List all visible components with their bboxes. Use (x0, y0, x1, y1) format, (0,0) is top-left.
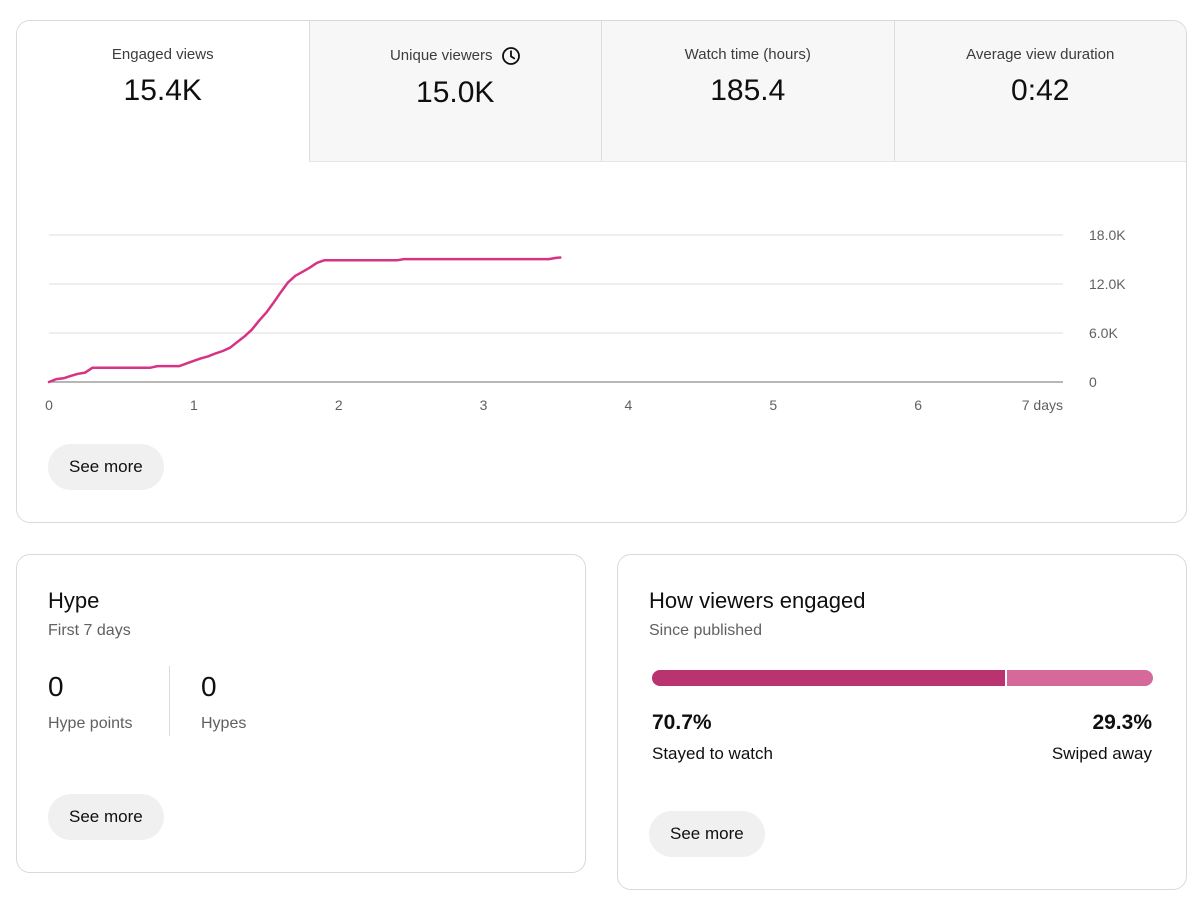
engagement-card: How viewers engaged Since published 70.7… (617, 554, 1187, 890)
x-tick-label: 1 (190, 397, 198, 413)
x-tick-label: 5 (769, 397, 777, 413)
metric-label: Average view duration (966, 46, 1114, 64)
tab-engaged-views[interactable]: Engaged views 15.4K (17, 21, 309, 162)
hype-card: Hype First 7 days 0 Hype points 0 Hypes … (16, 554, 586, 873)
metric-label: Watch time (hours) (685, 46, 811, 64)
y-tick-label: 0 (1089, 374, 1097, 390)
stayed-percent: 70.7% (652, 711, 712, 734)
metric-label-text: Engaged views (111, 46, 214, 63)
engagement-split-bar (652, 670, 1153, 686)
x-tick-label: 4 (625, 397, 633, 413)
card-title: Hype (48, 588, 100, 613)
y-tick-label: 18.0K (1089, 227, 1126, 243)
x-tick-label: 0 (45, 397, 53, 413)
tab-average-view-duration[interactable]: Average view duration 0:42 (893, 21, 1186, 162)
metric-label-text: Average view duration (966, 46, 1115, 63)
card-title: How viewers engaged (649, 588, 866, 613)
swiped-percent: 29.3% (1092, 711, 1152, 734)
overview-card: Engaged views 15.4K Unique viewers 15.0K… (16, 20, 1187, 523)
metric-value: 0:42 (1011, 74, 1070, 107)
y-axis-ticks: 0 6.0K 12.0K 18.0K (1089, 227, 1126, 390)
x-axis-ticks: 0 1 2 3 4 5 6 7 days (45, 397, 1063, 413)
swiped-label: Swiped away (1051, 744, 1152, 763)
engaged-views-line (47, 256, 562, 384)
hype-points-value: 0 (48, 671, 64, 702)
hype-points-label: Hype points (48, 715, 133, 732)
clock-icon[interactable] (501, 46, 521, 66)
hypes-value: 0 (201, 671, 217, 702)
tab-unique-viewers[interactable]: Unique viewers 15.0K (308, 21, 601, 162)
chart-gridlines (49, 234, 1063, 383)
see-more-button[interactable]: See more (48, 444, 164, 490)
see-more-button[interactable]: See more (649, 811, 765, 857)
metric-value: 185.4 (710, 74, 786, 107)
card-subtitle: Since published (649, 622, 762, 639)
y-tick-label: 12.0K (1089, 276, 1126, 292)
card-subtitle: First 7 days (48, 622, 131, 639)
metric-value: 15.0K (416, 76, 495, 109)
chart-series (47, 256, 562, 384)
metric-label-text: Unique viewers (389, 47, 493, 64)
tab-watch-time[interactable]: Watch time (hours) 185.4 (601, 21, 894, 162)
metric-value: 15.4K (123, 74, 202, 107)
metric-label-text: Watch time (hours) (684, 46, 811, 63)
x-tick-label: 3 (480, 397, 488, 413)
swiped-segment (1007, 670, 1153, 686)
metric-tabs: Engaged views 15.4K Unique viewers 15.0K… (17, 21, 1186, 162)
engaged-views-chart: 0 6.0K 12.0K 18.0K 0 1 2 3 4 5 6 7 days (45, 227, 1126, 413)
x-tick-label: 6 (914, 397, 922, 413)
x-tick-label: 7 days (1022, 397, 1063, 413)
hypes-label: Hypes (201, 715, 247, 732)
stayed-label: Stayed to watch (652, 744, 773, 763)
metric-label: Engaged views (112, 46, 214, 64)
metric-label: Unique viewers (390, 46, 521, 66)
see-more-button[interactable]: See more (48, 794, 164, 840)
x-tick-label: 2 (335, 397, 343, 413)
stat-divider (169, 666, 170, 736)
stayed-segment (652, 670, 1005, 686)
y-tick-label: 6.0K (1089, 325, 1118, 341)
